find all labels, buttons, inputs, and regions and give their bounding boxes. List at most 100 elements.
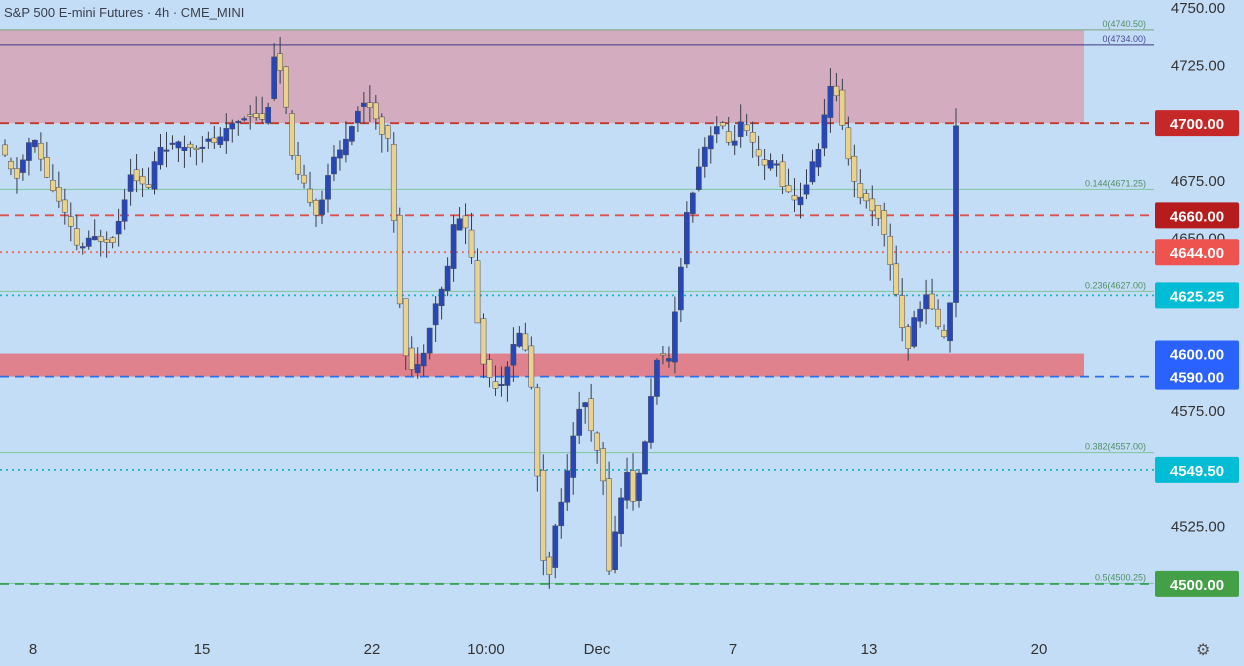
candle-bear xyxy=(390,144,397,221)
price-badge-2 xyxy=(1155,239,1239,266)
candle-bear xyxy=(845,127,852,160)
candle-bull xyxy=(235,121,242,124)
candle-bear xyxy=(55,187,62,202)
price-badge-text-6: 4549.50 xyxy=(1170,463,1224,480)
candle-bear xyxy=(480,318,487,365)
candle-bear xyxy=(49,179,56,191)
candle-bull xyxy=(618,497,624,535)
candle-bull xyxy=(157,146,164,166)
candle-bear xyxy=(941,329,947,338)
price-badge-text-4: 4600.00 xyxy=(1170,347,1224,364)
price-badge-4 xyxy=(1155,340,1239,367)
candle-bull xyxy=(420,352,427,367)
x-tick-label-3: 10:00 xyxy=(467,641,505,658)
candle-bear xyxy=(366,102,373,108)
candle-bull xyxy=(689,192,696,214)
candle-bear xyxy=(893,263,900,295)
candle-bear xyxy=(588,398,595,432)
candle-bear xyxy=(139,176,146,185)
level-label-6: 0.236(4627.00) xyxy=(1085,280,1146,290)
candle-bear xyxy=(492,381,499,389)
candle-bear xyxy=(67,216,74,227)
x-tick-label-1: 15 xyxy=(194,641,211,658)
candle-bear xyxy=(133,169,140,182)
candle-bull xyxy=(127,174,134,192)
candle-bear xyxy=(211,137,218,143)
zone-1 xyxy=(0,353,1084,377)
price-badge-5 xyxy=(1155,363,1239,390)
candle-bear xyxy=(929,293,935,310)
candle-bull xyxy=(666,358,672,362)
candle-bull xyxy=(552,525,559,568)
candle-bear xyxy=(44,157,50,178)
price-badge-6 xyxy=(1155,456,1239,483)
candle-bear xyxy=(606,478,612,572)
candle-bull xyxy=(26,142,32,161)
candle-bear xyxy=(396,215,403,305)
candle-bear xyxy=(881,210,888,235)
candle-bull xyxy=(115,220,122,235)
candle-bull xyxy=(767,160,774,169)
y-tick-label-2: 4675.00 xyxy=(1171,173,1225,190)
candle-bull xyxy=(582,402,589,408)
candle-bull xyxy=(713,126,720,135)
candle-bear xyxy=(833,85,840,97)
candle-bull xyxy=(797,196,804,206)
candle-bear xyxy=(522,333,529,351)
candle-bear xyxy=(869,198,876,212)
price-badge-text-1: 4660.00 xyxy=(1170,208,1224,225)
candle-bull xyxy=(564,470,571,503)
y-tick-label-0: 4750.00 xyxy=(1171,0,1225,17)
candle-bear xyxy=(301,174,307,184)
candle-bear xyxy=(187,143,194,148)
candle-bull xyxy=(642,441,648,475)
candle-bull xyxy=(504,366,511,386)
candle-bear xyxy=(307,188,313,203)
candle-bear xyxy=(259,113,266,120)
candle-bear xyxy=(253,113,260,118)
gear-icon[interactable]: ⚙ xyxy=(1196,642,1211,659)
candle-bull xyxy=(815,149,822,168)
level-label-1: 0(4740.50) xyxy=(1102,19,1146,29)
candle-bull xyxy=(654,359,660,397)
y-tick-label-4: 4575.00 xyxy=(1171,403,1225,420)
candle-bull xyxy=(731,140,738,146)
level-label-10: 0.382(4557.00) xyxy=(1085,442,1146,452)
candle-bear xyxy=(749,132,756,143)
candle-bear xyxy=(247,114,254,117)
candle-bear xyxy=(193,147,200,150)
candle-bull xyxy=(217,136,224,145)
candle-bear xyxy=(546,556,553,575)
candle-bull xyxy=(175,141,182,149)
candle-bull xyxy=(163,149,170,152)
candle-bear xyxy=(630,470,636,502)
x-tick-label-7: 20 xyxy=(1031,641,1048,658)
candle-bear xyxy=(38,143,44,160)
price-badge-1 xyxy=(1155,202,1239,229)
candle-bull xyxy=(456,218,463,231)
candle-bull xyxy=(803,184,810,195)
candle-bull xyxy=(612,531,618,570)
candle-bear xyxy=(743,124,750,131)
candle-bull xyxy=(349,126,355,142)
candle-bear xyxy=(283,66,289,108)
y-tick-label-5: 4525.00 xyxy=(1171,518,1225,535)
chart-title: S&P 500 E-mini Futures · 4h · CME_MINI xyxy=(4,5,245,20)
candle-bull xyxy=(319,199,325,215)
price-badge-text-5: 4590.00 xyxy=(1170,370,1224,387)
candle-bear xyxy=(408,347,415,370)
price-badge-text-2: 4644.00 xyxy=(1170,245,1224,262)
candle-bull xyxy=(695,166,702,190)
candle-bull xyxy=(953,125,959,303)
candle-bull xyxy=(85,237,92,247)
candle-bull xyxy=(636,472,642,502)
x-tick-label-6: 13 xyxy=(861,641,878,658)
candle-bear xyxy=(839,89,846,126)
candle-bull xyxy=(426,327,433,354)
price-badge-0 xyxy=(1155,110,1239,137)
candle-bull xyxy=(241,118,248,121)
candle-bull xyxy=(678,266,684,311)
candle-bull xyxy=(337,149,343,159)
candle-bear xyxy=(540,470,547,561)
